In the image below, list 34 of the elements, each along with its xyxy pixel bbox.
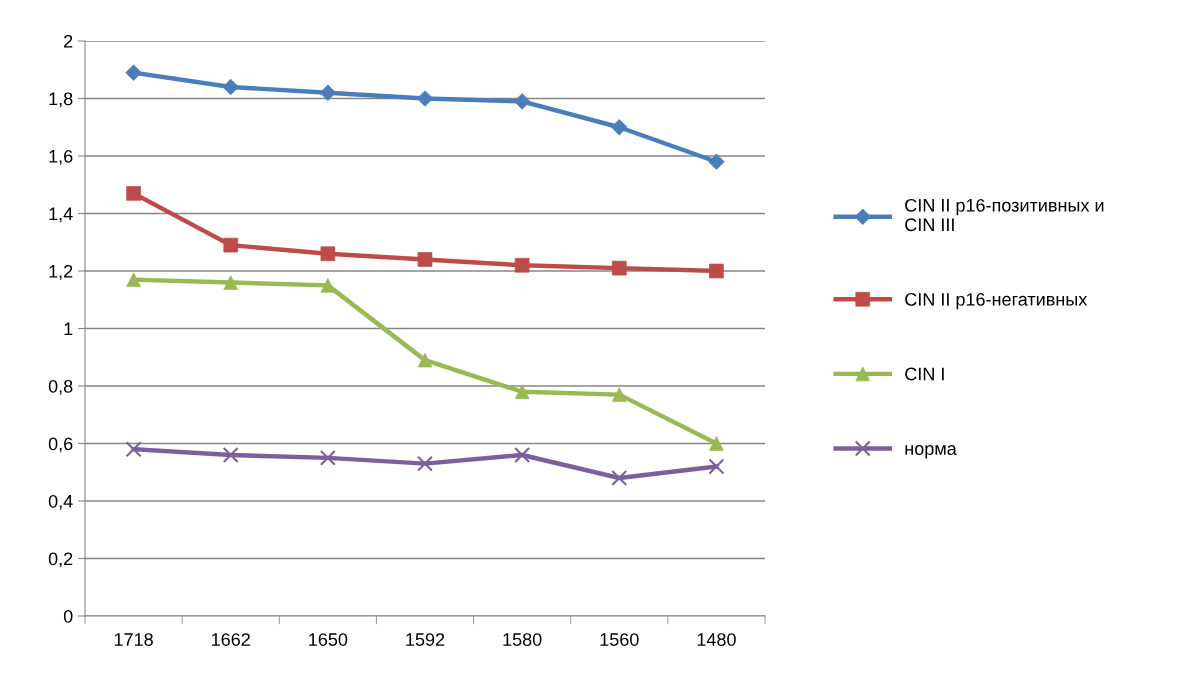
point: [513, 93, 531, 110]
y-tick-label: 1: [64, 322, 73, 336]
legend-label: норма: [905, 445, 957, 459]
point: [416, 90, 434, 107]
y-tick-label: 0,8: [48, 379, 73, 395]
legend-label: CIN II p16-негативных: [905, 292, 1088, 310]
x-tick-label: 1580: [503, 633, 542, 646]
legend-label: CIN I: [905, 367, 944, 381]
point: [709, 263, 724, 279]
point: [514, 257, 530, 273]
y-tick-label: 0,4: [48, 494, 73, 510]
y-tick-label: 0,2: [48, 552, 73, 568]
x-tick-label: 1718: [114, 633, 153, 646]
legend-label: CIN II p16-позитивных и CIN III: [905, 198, 1104, 232]
point: [222, 447, 239, 463]
y-tick-label: 1,4: [49, 207, 73, 223]
x-tick-label: 1560: [600, 633, 639, 646]
y-tick-label: 0,6: [48, 437, 73, 453]
point: [319, 449, 336, 466]
x-tick-label: 1592: [406, 633, 445, 646]
point: [708, 458, 725, 475]
x-tick-label: 1650: [309, 633, 348, 646]
point: [708, 153, 725, 170]
y-tick-label: 2: [64, 34, 73, 48]
x-tick-label: 1662: [212, 633, 250, 646]
y-tick-label: 0: [63, 609, 73, 623]
x-tick-label: 1480: [697, 633, 736, 646]
y-tick-label: 1,8: [49, 92, 73, 108]
y-tick-label: 1,6: [49, 149, 73, 165]
point: [514, 447, 531, 463]
point: [417, 455, 433, 472]
point: [611, 470, 628, 486]
y-tick-label: 1,2: [49, 264, 73, 280]
point: [125, 441, 142, 458]
